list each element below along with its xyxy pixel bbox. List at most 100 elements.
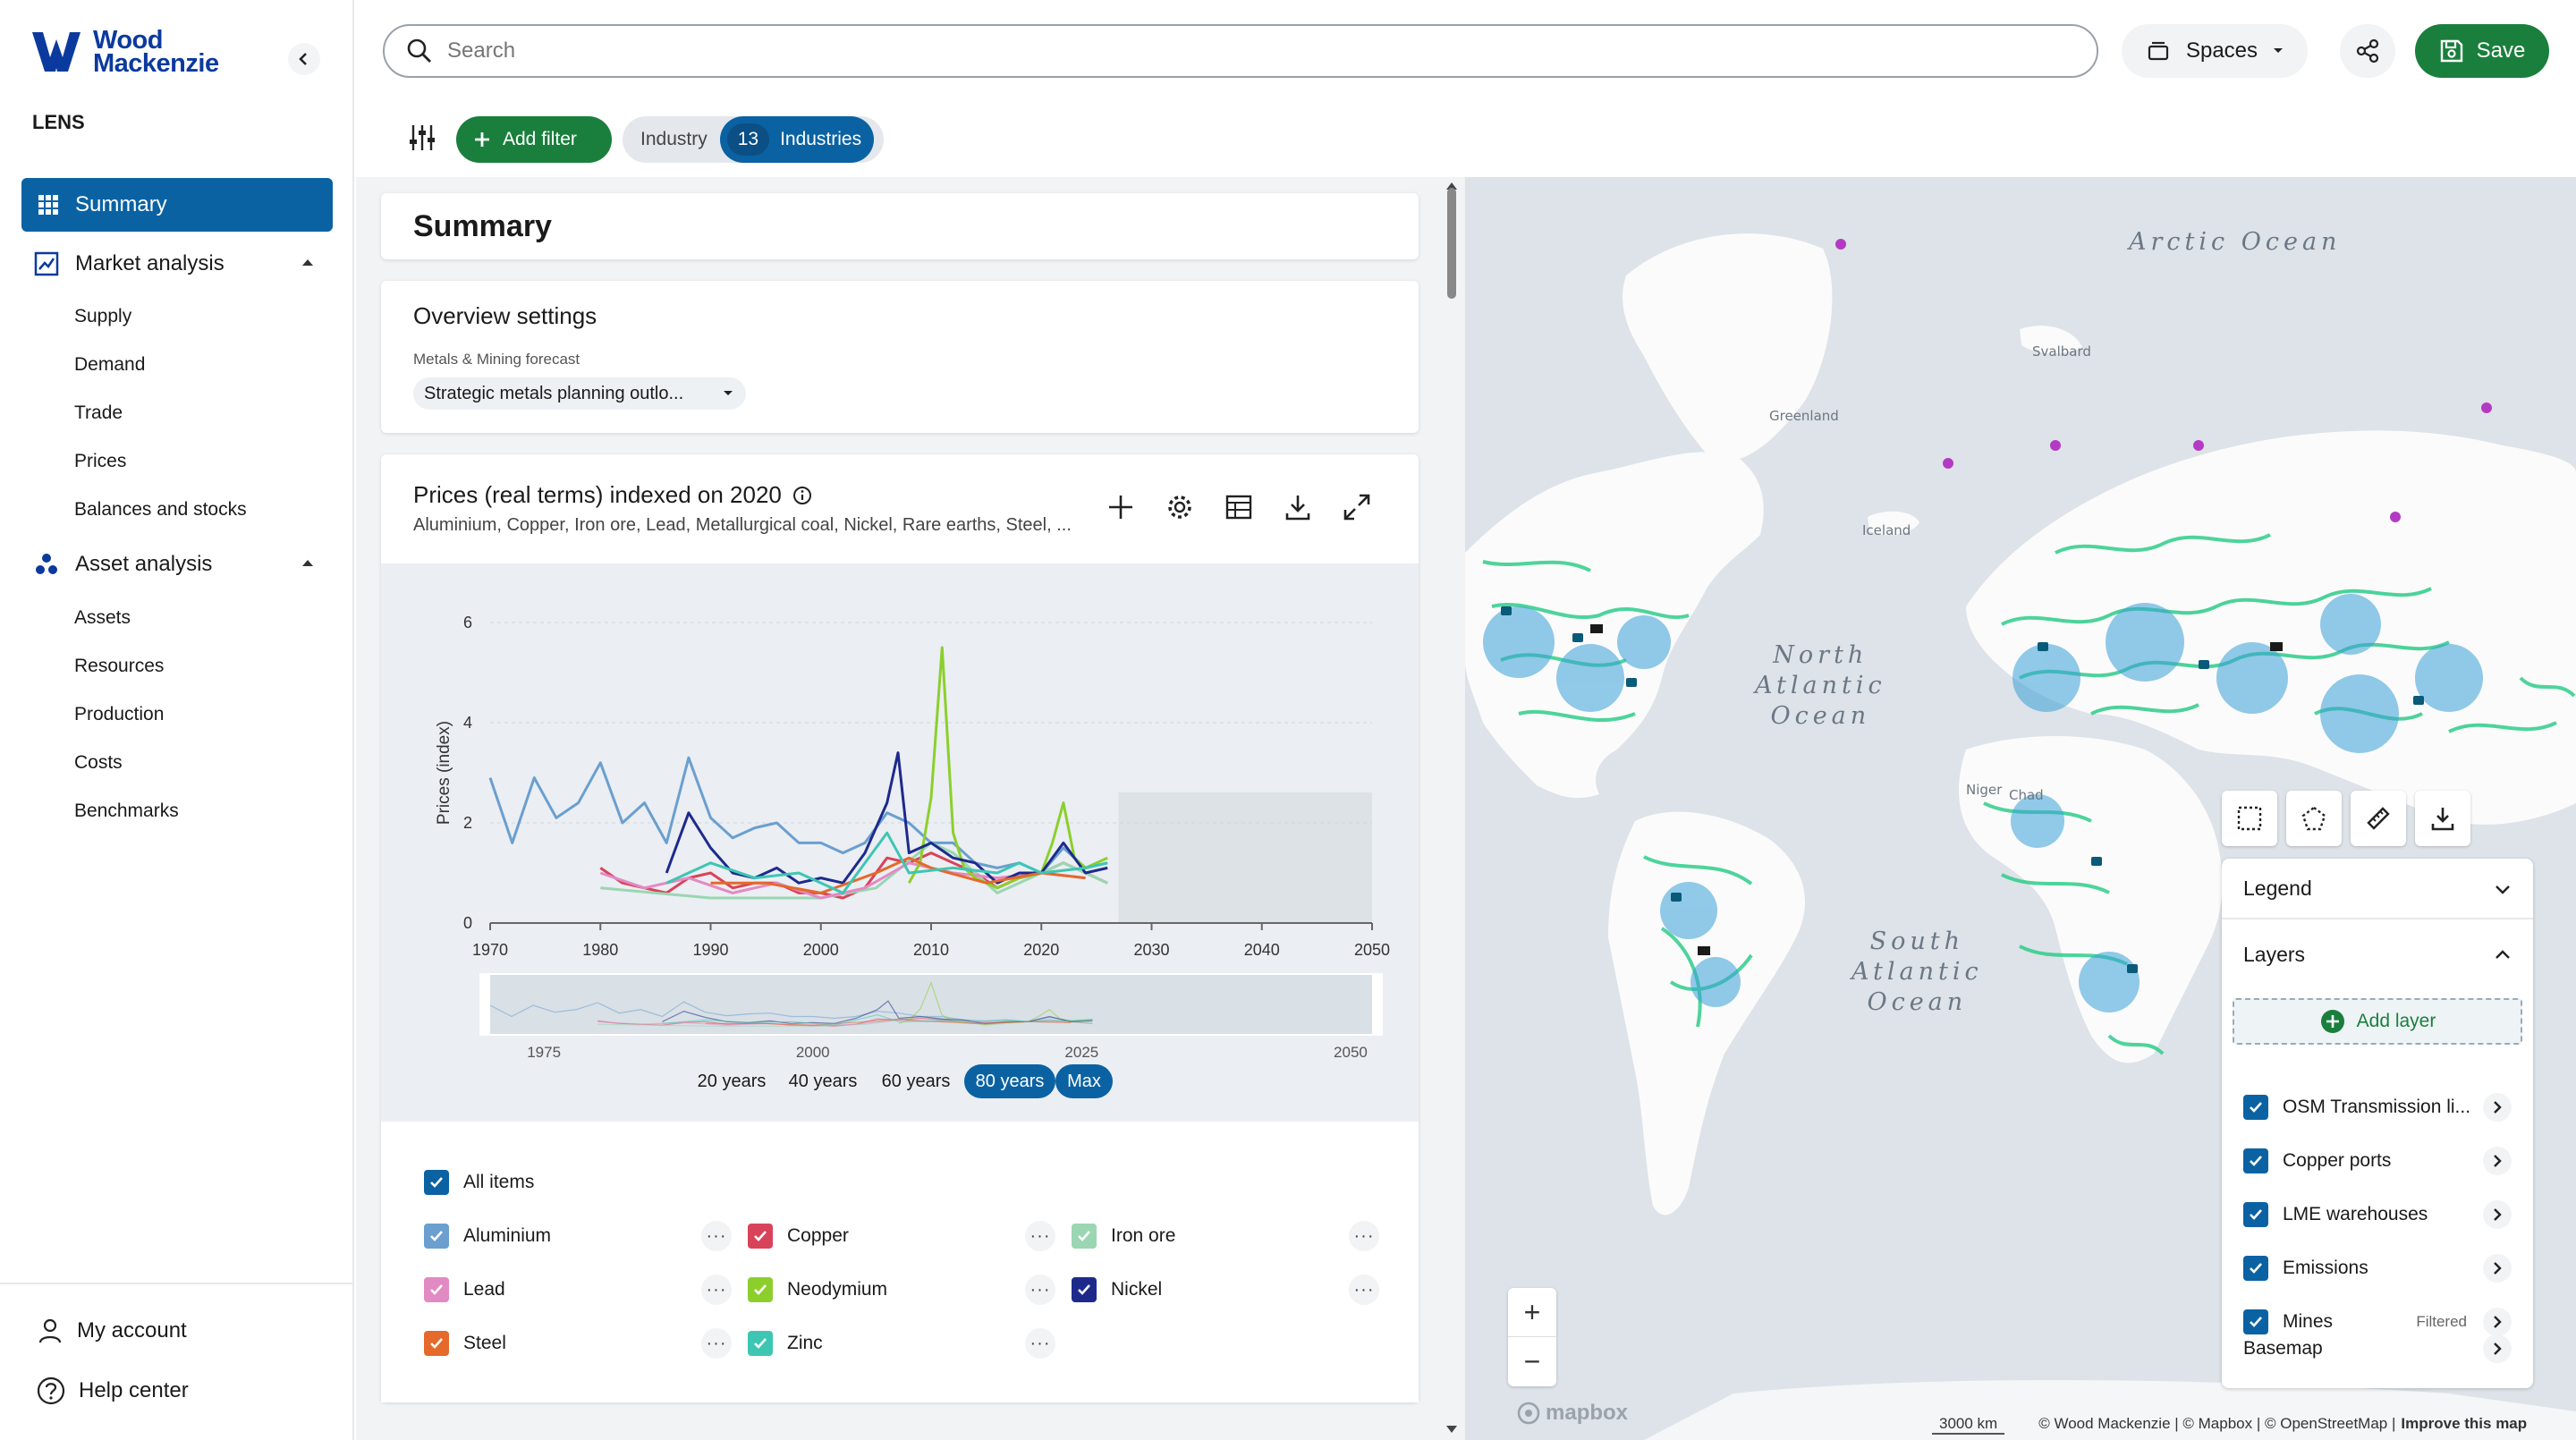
- layer-row-mines[interactable]: Mines Filtered: [2243, 1304, 2512, 1340]
- checkbox-checked[interactable]: [748, 1331, 773, 1356]
- polygon-select-tool[interactable]: [2286, 791, 2342, 846]
- scroll-up-arrow[interactable]: [1446, 182, 1457, 190]
- brand-logo[interactable]: Wood Mackenzie: [30, 28, 219, 77]
- range-60-years-button[interactable]: 60 years: [881, 1071, 951, 1091]
- basemap-row[interactable]: Basemap: [2243, 1331, 2512, 1367]
- layer-checkbox[interactable]: [2243, 1256, 2268, 1281]
- nav-item-summary[interactable]: Summary: [21, 178, 333, 232]
- more-options-button[interactable]: ···: [1025, 1221, 1055, 1251]
- dashed-rectangle-icon: [2237, 806, 2262, 831]
- layer-checkbox[interactable]: [2243, 1202, 2268, 1227]
- checkbox-checked[interactable]: [1072, 1277, 1097, 1302]
- nav-item-assets[interactable]: Assets: [74, 607, 131, 628]
- nav-item-costs[interactable]: Costs: [74, 752, 123, 773]
- info-icon[interactable]: [792, 486, 812, 505]
- nav-item-production[interactable]: Production: [74, 704, 165, 724]
- nav-item-supply[interactable]: Supply: [74, 306, 132, 326]
- more-options-button[interactable]: ···: [1025, 1328, 1055, 1359]
- download-icon[interactable]: [1283, 492, 1313, 522]
- chart-item-iron-ore[interactable]: Iron ore: [1072, 1224, 1175, 1249]
- chart-item-nickel[interactable]: Nickel: [1072, 1277, 1162, 1302]
- nav-group-market-analysis[interactable]: Market analysis: [21, 240, 333, 288]
- more-options-button[interactable]: ···: [1025, 1275, 1055, 1305]
- checkbox-checked[interactable]: [424, 1277, 449, 1302]
- more-options-button[interactable]: ···: [701, 1328, 732, 1359]
- industry-filter-chip[interactable]: Industry 13 Industries: [623, 116, 884, 163]
- chevron-right-icon[interactable]: [2483, 1147, 2512, 1175]
- layer-checkbox[interactable]: [2243, 1095, 2268, 1120]
- share-button[interactable]: [2340, 24, 2395, 78]
- legend-toggle[interactable]: Legend: [2243, 877, 2512, 901]
- all-items-checkbox[interactable]: All items: [424, 1170, 534, 1195]
- more-options-button[interactable]: ···: [1349, 1221, 1379, 1251]
- chart-item-aluminium[interactable]: Aluminium: [424, 1224, 551, 1249]
- prices-line-chart[interactable]: 0 2 4 6 1970 1980 1990 2000 2010 2020 2030 2040 2050…: [381, 563, 1419, 1122]
- more-options-button[interactable]: ···: [701, 1275, 732, 1305]
- layer-row-copper-ports[interactable]: Copper ports: [2243, 1143, 2512, 1179]
- checkbox-checked[interactable]: [424, 1224, 449, 1249]
- spaces-button[interactable]: Spaces: [2122, 24, 2308, 78]
- checkbox-checked[interactable]: [1072, 1224, 1097, 1249]
- settings-gear-icon[interactable]: [1165, 492, 1195, 522]
- my-account-link[interactable]: My account: [36, 1317, 187, 1345]
- nav-item-resources[interactable]: Resources: [74, 656, 165, 676]
- zoom-in-button[interactable]: +: [1508, 1288, 1556, 1337]
- range-80-years-button[interactable]: 80 years: [964, 1064, 1055, 1098]
- checkbox-checked[interactable]: [748, 1277, 773, 1302]
- save-button[interactable]: Save: [2415, 24, 2549, 78]
- chart-item-neodymium[interactable]: Neodymium: [748, 1277, 887, 1302]
- chevron-right-icon[interactable]: [2483, 1200, 2512, 1229]
- layer-row-osm-transmission-li[interactable]: OSM Transmission li...: [2243, 1089, 2512, 1125]
- help-center-link[interactable]: Help center: [36, 1376, 189, 1406]
- nav-item-benchmarks[interactable]: Benchmarks: [74, 800, 179, 821]
- chevron-right-icon[interactable]: [2483, 1093, 2512, 1122]
- checkbox-checked[interactable]: [424, 1331, 449, 1356]
- table-icon[interactable]: [1224, 492, 1254, 522]
- industry-filter-value[interactable]: 13 Industries: [719, 116, 875, 163]
- layers-toggle[interactable]: Layers: [2243, 943, 2512, 967]
- zoom-out-button[interactable]: −: [1523, 1345, 1541, 1377]
- nav-group-asset-analysis[interactable]: Asset analysis: [21, 540, 333, 589]
- chart-item-lead[interactable]: Lead: [424, 1277, 505, 1302]
- add-layer-button[interactable]: Add layer: [2233, 998, 2522, 1045]
- nav-item-trade[interactable]: Trade: [74, 402, 123, 423]
- more-options-button[interactable]: ···: [701, 1221, 732, 1251]
- add-icon[interactable]: [1106, 492, 1136, 522]
- measure-tool[interactable]: [2351, 791, 2406, 846]
- more-options-button[interactable]: ···: [1349, 1275, 1379, 1305]
- main-scrollbar[interactable]: [1447, 188, 1456, 299]
- chart-item-copper[interactable]: Copper: [748, 1224, 849, 1249]
- map-canvas[interactable]: Greenland Svalbard Iceland Niger Chad: [1465, 177, 2576, 1440]
- range-20-years-button[interactable]: 20 years: [697, 1071, 767, 1091]
- filter-settings-button[interactable]: [408, 123, 436, 157]
- search-bar[interactable]: [383, 24, 2098, 78]
- forecast-select[interactable]: Strategic metals planning outlo...: [413, 377, 746, 410]
- chart-item-label: Iron ore: [1111, 1225, 1176, 1246]
- layer-checkbox[interactable]: [2243, 1309, 2268, 1334]
- nav-item-balances-stocks[interactable]: Balances and stocks: [74, 499, 247, 520]
- chart-item-steel[interactable]: Steel: [424, 1331, 506, 1356]
- chevron-right-icon[interactable]: [2483, 1254, 2512, 1283]
- map-download-tool[interactable]: [2415, 791, 2470, 846]
- series-line-zinc: [665, 831, 1108, 894]
- rectangle-select-tool[interactable]: [2222, 791, 2277, 846]
- nav-item-demand[interactable]: Demand: [74, 354, 146, 375]
- scroll-down-arrow[interactable]: [1446, 1426, 1457, 1433]
- layer-row-lme-warehouses[interactable]: LME warehouses: [2243, 1197, 2512, 1232]
- improve-map-link[interactable]: Improve this map: [2401, 1415, 2528, 1432]
- nav-item-prices[interactable]: Prices: [74, 451, 127, 471]
- expand-icon[interactable]: [1342, 492, 1372, 522]
- collapse-sidebar-button[interactable]: [288, 43, 320, 75]
- chevron-right-icon[interactable]: [2483, 1308, 2512, 1336]
- chart-item-zinc[interactable]: Zinc: [748, 1331, 823, 1356]
- range-40-years-button[interactable]: 40 years: [788, 1071, 858, 1091]
- layer-row-emissions[interactable]: Emissions: [2243, 1250, 2512, 1286]
- search-input[interactable]: [447, 38, 1968, 64]
- layer-checkbox[interactable]: [2243, 1148, 2268, 1173]
- range-max-button[interactable]: Max: [1055, 1064, 1113, 1098]
- attribution-text[interactable]: © Wood Mackenzie | © Mapbox | © OpenStre…: [2038, 1415, 2396, 1432]
- mapbox-logo[interactable]: mapbox: [1517, 1401, 1628, 1426]
- industry-count-badge: 13: [726, 123, 770, 156]
- add-filter-button[interactable]: Add filter: [456, 116, 612, 163]
- checkbox-checked[interactable]: [748, 1224, 773, 1249]
